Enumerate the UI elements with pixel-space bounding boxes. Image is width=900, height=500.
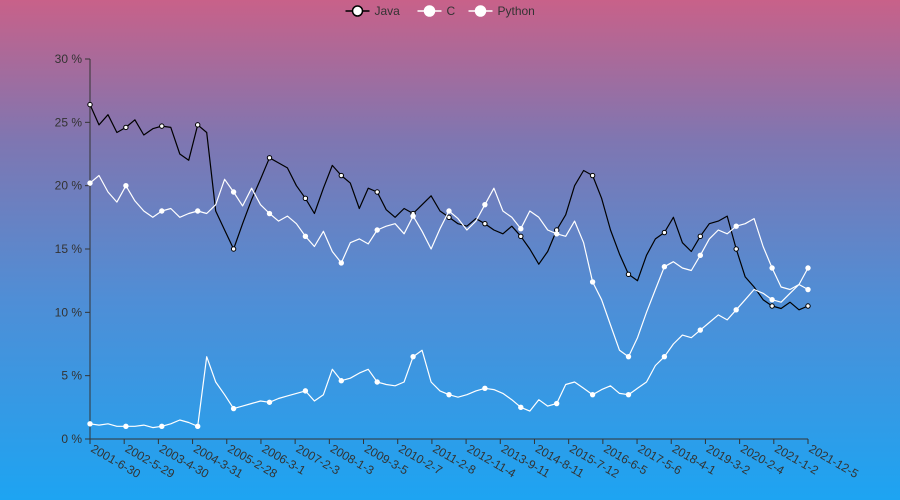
data-point[interactable] [518, 233, 524, 240]
data-point[interactable] [661, 353, 668, 360]
series-layer [87, 101, 811, 430]
data-point[interactable] [374, 189, 380, 195]
data-point[interactable] [518, 226, 524, 232]
data-point[interactable] [410, 353, 416, 360]
legend-marker [351, 5, 364, 17]
legend-item-c[interactable]: C [417, 4, 456, 18]
legend-item-python[interactable]: Python [468, 4, 535, 18]
series-java [87, 101, 811, 311]
data-point[interactable] [123, 423, 129, 430]
data-point[interactable] [805, 303, 811, 309]
data-point[interactable] [733, 223, 739, 229]
legend-label: Python [498, 4, 535, 18]
data-point[interactable] [338, 260, 344, 266]
series-python [87, 265, 811, 430]
data-point[interactable] [697, 252, 703, 259]
data-point[interactable] [302, 388, 309, 394]
data-point[interactable] [805, 265, 811, 271]
data-point[interactable] [554, 400, 560, 407]
data-point[interactable] [625, 391, 632, 398]
data-point[interactable] [589, 391, 596, 398]
data-point[interactable] [446, 208, 452, 214]
data-point[interactable] [482, 220, 488, 227]
data-point[interactable] [87, 180, 93, 186]
data-point[interactable] [159, 208, 165, 214]
y-axis: 0 % 5 % 10 % 15 % 20 % 25 % 30 % [55, 52, 91, 446]
data-point[interactable] [446, 391, 452, 398]
data-point[interactable] [410, 213, 416, 219]
data-point[interactable] [625, 353, 632, 360]
series-line [89, 104, 809, 311]
legend-label: C [447, 4, 456, 18]
x-axis: 2001-6-302002-5-292003-4-302004-3-312005… [89, 438, 861, 481]
data-point[interactable] [733, 246, 739, 252]
y-tick-label: 30 % [55, 52, 83, 66]
data-point[interactable] [518, 404, 524, 411]
legend-label: Java [375, 4, 401, 18]
data-point[interactable] [159, 423, 165, 430]
data-point[interactable] [123, 182, 129, 189]
y-tick-label: 15 % [55, 242, 83, 256]
data-point[interactable] [230, 246, 237, 252]
data-point[interactable] [661, 264, 668, 270]
data-point[interactable] [87, 421, 93, 427]
data-point[interactable] [733, 307, 739, 313]
data-point[interactable] [697, 233, 703, 240]
y-tick-label: 10 % [55, 305, 83, 319]
data-point[interactable] [230, 405, 237, 412]
data-point[interactable] [589, 279, 596, 285]
legend-item-java[interactable]: Java [345, 4, 401, 18]
data-point[interactable] [482, 385, 488, 392]
data-point[interactable] [697, 327, 703, 333]
data-point[interactable] [446, 214, 452, 221]
data-point[interactable] [769, 265, 775, 271]
data-point[interactable] [338, 172, 344, 179]
data-point[interactable] [482, 201, 488, 208]
series-line [89, 267, 809, 429]
data-point[interactable] [266, 155, 273, 161]
data-point[interactable] [338, 378, 344, 384]
series-c [87, 174, 811, 360]
data-point[interactable] [230, 189, 237, 195]
data-point[interactable] [805, 286, 811, 293]
data-point[interactable] [374, 227, 380, 233]
y-tick-label: 0 % [61, 432, 82, 446]
data-point[interactable] [266, 210, 273, 217]
data-point[interactable] [195, 423, 201, 430]
y-tick-label: 20 % [55, 179, 83, 193]
y-tick-label: 5 % [61, 369, 82, 383]
data-point[interactable] [123, 124, 129, 131]
data-point[interactable] [195, 208, 201, 214]
data-point[interactable] [769, 303, 775, 309]
data-point[interactable] [266, 399, 273, 405]
data-point[interactable] [195, 122, 201, 128]
data-point[interactable] [589, 172, 596, 179]
data-point[interactable] [661, 229, 668, 236]
data-point[interactable] [159, 123, 165, 129]
data-point[interactable] [554, 231, 560, 237]
data-point[interactable] [374, 379, 380, 385]
data-point[interactable] [769, 296, 775, 303]
legend: Java C Python [345, 4, 535, 18]
legend-marker [423, 5, 436, 17]
data-point[interactable] [625, 271, 632, 278]
y-tick-label: 25 % [55, 115, 83, 129]
data-point[interactable] [302, 233, 309, 240]
data-point[interactable] [87, 101, 93, 108]
legend-marker [474, 5, 487, 17]
data-point[interactable] [302, 195, 309, 202]
